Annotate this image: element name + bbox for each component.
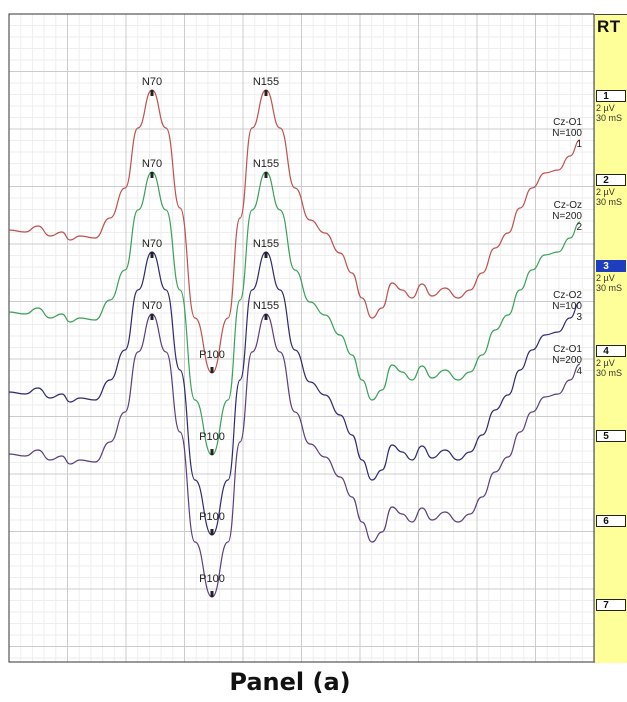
channel-amplitude-scale: 2 µV	[596, 103, 615, 113]
channel-button-5[interactable]: 5	[596, 430, 626, 442]
peak-marker	[210, 449, 214, 455]
peak-label: N70	[142, 300, 162, 312]
peak-marker	[210, 591, 214, 597]
channel-time-scale: 30 mS	[596, 283, 623, 293]
plot-border	[8, 13, 594, 663]
series-line	[8, 251, 581, 536]
peak-label: N70	[142, 238, 162, 250]
peak-marker	[210, 367, 214, 373]
channel-button-1[interactable]: 1	[596, 90, 626, 102]
peak-label: N70	[142, 76, 162, 88]
channel-amplitude-scale: 2 µV	[596, 273, 615, 283]
series-line	[8, 171, 581, 456]
series-line	[8, 313, 581, 598]
peak-marker	[264, 90, 268, 96]
channel-button-2[interactable]: 2	[596, 174, 626, 186]
evoked-potential-chart-frame: N70 P100 N155 Cz-O1 N=100 1 N70 P100 N155 Cz-Oz N=…	[8, 13, 627, 663]
peak-marker	[150, 172, 154, 178]
peak-label: N70	[142, 158, 162, 170]
peak-marker	[264, 252, 268, 258]
channel-button-6[interactable]: 6	[596, 515, 626, 527]
series-label: 2	[576, 222, 582, 233]
peak-marker	[264, 314, 268, 320]
peak-marker	[150, 314, 154, 320]
series-line	[8, 89, 581, 374]
channel-button-4[interactable]: 4	[596, 345, 626, 357]
channel-amplitude-scale: 2 µV	[596, 187, 615, 197]
channel-amplitude-scale: 2 µV	[596, 358, 615, 368]
series-label: 1	[576, 139, 582, 150]
channel-button-3[interactable]: 3	[596, 260, 626, 272]
peak-marker	[264, 172, 268, 178]
channel-time-scale: 30 mS	[596, 368, 623, 378]
peak-marker	[150, 252, 154, 258]
peak-label: P100	[199, 573, 225, 585]
peak-marker	[150, 90, 154, 96]
peak-label: N155	[253, 300, 279, 312]
series-label: Cz-O2	[553, 290, 582, 301]
series-label: Cz-O1	[553, 344, 582, 355]
series-label: 4	[576, 366, 582, 377]
panel-caption: Panel (a)	[229, 668, 351, 696]
series-label: N=200	[552, 355, 582, 366]
peak-label: P100	[199, 349, 225, 361]
side-panel-title: RT	[597, 17, 621, 36]
series-label: N=100	[552, 128, 582, 139]
channel-time-scale: 30 mS	[596, 197, 623, 207]
peak-label: N155	[253, 158, 279, 170]
channel-button-7[interactable]: 7	[596, 599, 626, 611]
evoked-potential-chart: N70P100N155Cz-O1N=1001N70P100N155Cz-OzN=…	[8, 13, 594, 663]
peak-label: N155	[253, 76, 279, 88]
series-label: 3	[576, 312, 582, 323]
peak-marker	[210, 529, 214, 535]
series-label: Cz-Oz	[554, 200, 582, 211]
series-label: N=100	[552, 301, 582, 312]
peak-label: P100	[199, 431, 225, 443]
peak-label: P100	[199, 511, 225, 523]
grid	[8, 13, 594, 662]
series-label: Cz-O1	[553, 117, 582, 128]
series-label: N=200	[552, 211, 582, 222]
peak-label: N155	[253, 238, 279, 250]
channel-time-scale: 30 mS	[596, 113, 623, 123]
